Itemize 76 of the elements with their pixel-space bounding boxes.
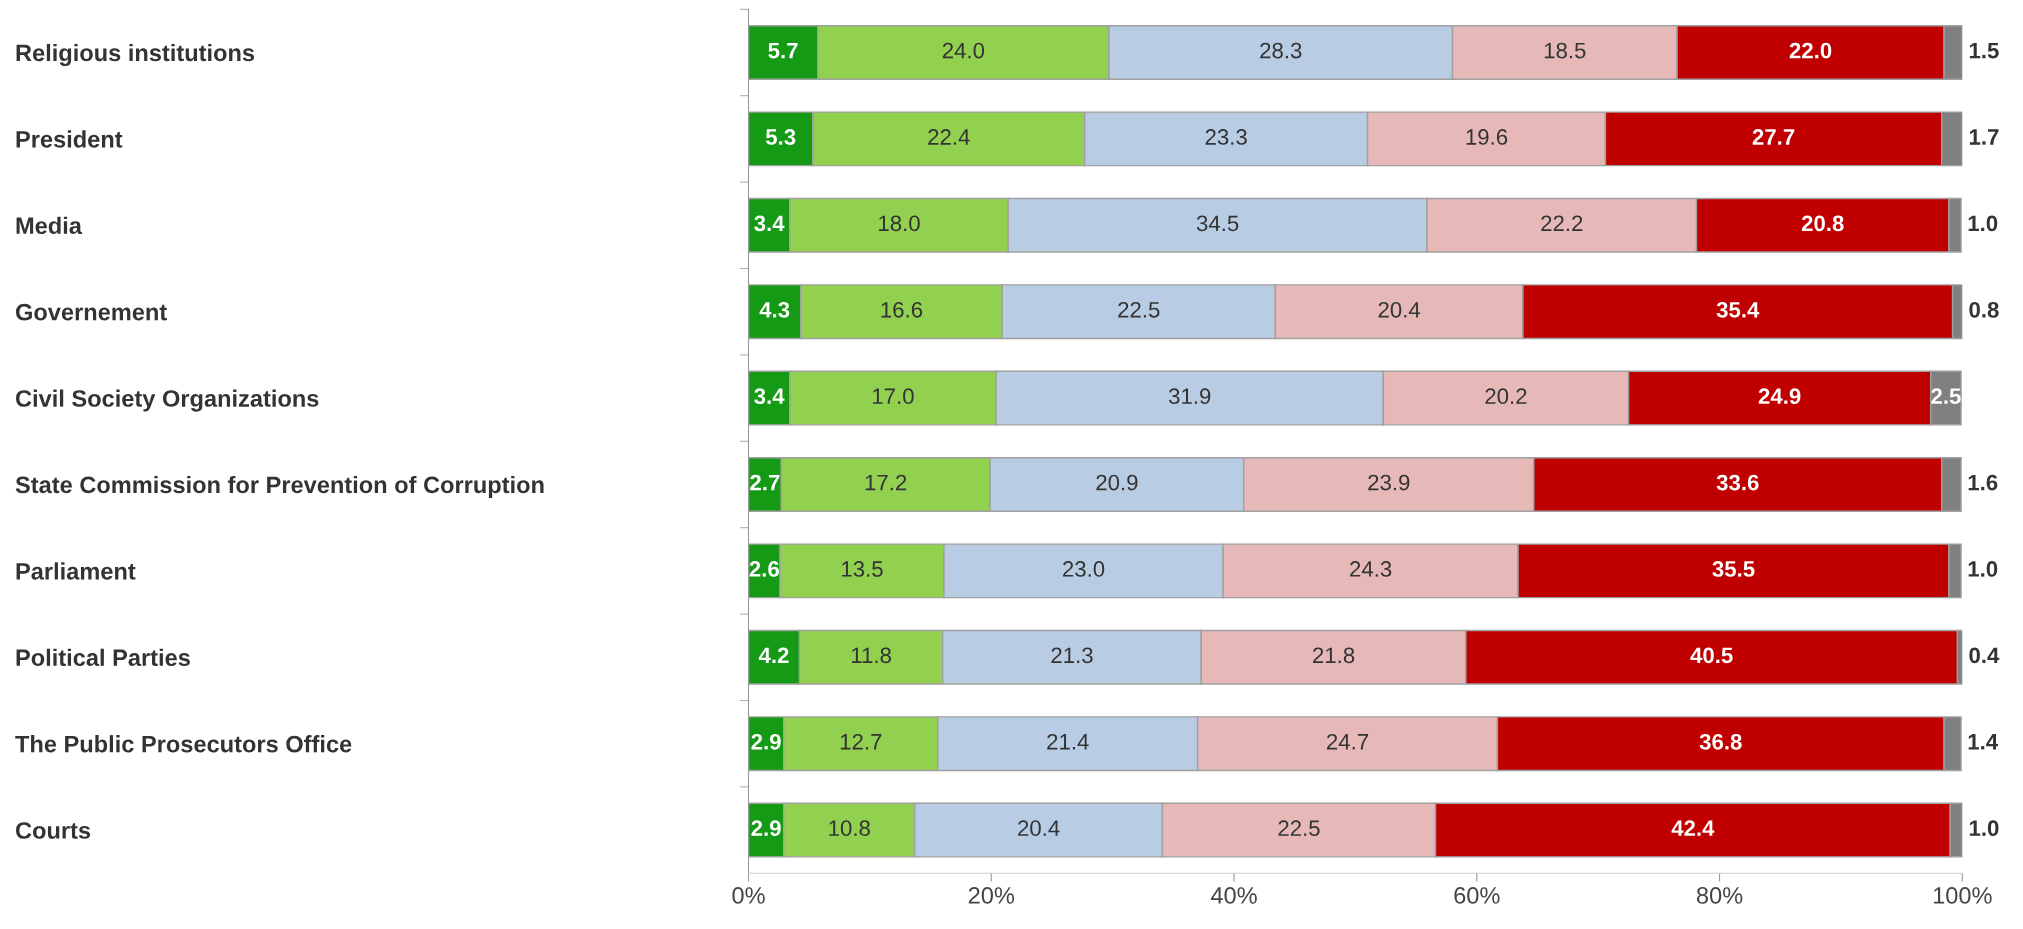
data-label: 22.0 [1789, 42, 1832, 59]
data-label: 24.9 [1758, 388, 1801, 405]
data-label: 1.6 [1968, 474, 1998, 491]
x-tick-label: 60% [1454, 887, 1500, 904]
data-label: 20.9 [1096, 474, 1138, 491]
data-label: 1.7 [1969, 129, 1999, 145]
data-label: 1.4 [1968, 734, 1999, 750]
y-tick-label: Political Parties [16, 648, 190, 667]
data-label: 22.4 [928, 129, 970, 145]
x-tick-label: 20% [968, 887, 1015, 904]
x-tick-label: 80% [1696, 887, 1743, 904]
data-label: 33.6 [1716, 474, 1759, 491]
data-label: 34.5 [1196, 215, 1239, 232]
data-label: 24.0 [942, 42, 985, 59]
data-label: 42.4 [1671, 820, 1715, 836]
data-label: 16.6 [881, 301, 923, 318]
data-label: 23.0 [1063, 561, 1105, 577]
data-label: 0.4 [1969, 647, 2000, 664]
data-label: 23.3 [1205, 129, 1247, 145]
data-label: 23.9 [1368, 474, 1410, 491]
y-tick-label: The Public Prosecutors Office [15, 735, 352, 753]
data-label: 4.3 [759, 301, 790, 318]
data-label: 1.0 [1968, 215, 1998, 232]
data-label: 5.3 [765, 129, 796, 145]
data-label: 0.8 [1969, 301, 1999, 318]
data-label: 2.7 [750, 474, 780, 491]
data-label: 18.0 [879, 215, 920, 232]
data-label: 40.5 [1690, 647, 1733, 664]
data-label: 13.5 [842, 561, 883, 577]
data-label: 24.3 [1350, 561, 1392, 577]
y-tick-label: Courts [15, 822, 91, 839]
data-label: 3.4 [754, 388, 785, 405]
data-label: 21.4 [1047, 733, 1089, 750]
y-tick-label: State Commission for Prevention of Corruption [15, 475, 544, 498]
data-label: 20.4 [1378, 301, 1421, 318]
data-label: 19.6 [1466, 129, 1508, 145]
data-label: 28.3 [1260, 42, 1302, 59]
data-label: 31.9 [1168, 388, 1211, 405]
data-label: 27.7 [1752, 129, 1795, 145]
data-label: 17.2 [865, 474, 907, 491]
data-label: 1.0 [1968, 561, 1998, 577]
x-tick-label: 40% [1210, 887, 1257, 904]
data-label: 12.7 [840, 733, 882, 750]
y-tick-label: Parliament [16, 562, 136, 580]
data-label: 22.2 [1541, 215, 1583, 232]
data-label: 24.7 [1327, 733, 1369, 750]
data-label: 2.6 [749, 561, 779, 577]
data-label: 20.4 [1018, 820, 1060, 837]
data-label: 17.0 [873, 388, 914, 405]
y-tick-label: Civil Society Organizations [15, 389, 319, 412]
y-tick-label: Media [16, 216, 83, 235]
data-label: 35.5 [1712, 561, 1755, 577]
data-label: 21.3 [1051, 647, 1093, 664]
y-tick-label: President [16, 130, 123, 148]
data-label: 3.4 [754, 215, 785, 232]
data-label: 18.5 [1544, 42, 1586, 59]
data-label: 22.5 [1118, 301, 1160, 318]
data-label: 1.0 [1969, 820, 1999, 837]
data-label: 2.9 [751, 733, 781, 750]
data-label: 11.8 [851, 647, 891, 664]
data-label: 36.8 [1699, 733, 1742, 750]
y-tick-label: Governement [15, 303, 167, 321]
data-label: 4.2 [758, 647, 789, 664]
data-label: 10.8 [829, 820, 870, 837]
data-label: 35.4 [1716, 301, 1760, 318]
x-tick-label: 0% [732, 887, 765, 904]
data-label: 2.9 [751, 820, 781, 837]
data-label: 5.7 [768, 42, 798, 59]
data-label: 20.2 [1485, 388, 1527, 405]
data-label: 2.5 [1931, 388, 1961, 405]
data-label: 1.5 [1969, 42, 1999, 59]
data-label: 21.8 [1313, 647, 1355, 664]
y-tick-label: Religious institutions [16, 43, 255, 67]
data-label: 20.8 [1801, 215, 1844, 232]
data-label: 22.5 [1278, 820, 1320, 837]
x-tick-label: 100% [1933, 887, 1992, 904]
